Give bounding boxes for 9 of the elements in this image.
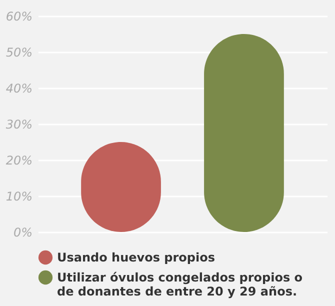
y-tick-label: 30%	[6, 118, 32, 132]
y-tick-label: 50%	[6, 46, 32, 60]
y-tick-label: 60%	[6, 10, 32, 24]
y-tick-label: 40%	[6, 82, 32, 96]
y-tick-label: 0%	[13, 226, 32, 240]
y-tick-label: 10%	[6, 190, 32, 204]
legend-label: Utilizar óvulos congelados propios o de donantes de entre 20 y 29 años.	[57, 270, 303, 298]
y-tick-label: 20%	[6, 154, 32, 168]
legend-label: Usando huevos propios	[57, 250, 215, 264]
